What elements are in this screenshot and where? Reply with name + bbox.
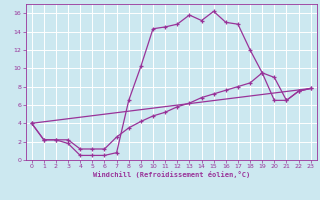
X-axis label: Windchill (Refroidissement éolien,°C): Windchill (Refroidissement éolien,°C) xyxy=(92,171,250,178)
